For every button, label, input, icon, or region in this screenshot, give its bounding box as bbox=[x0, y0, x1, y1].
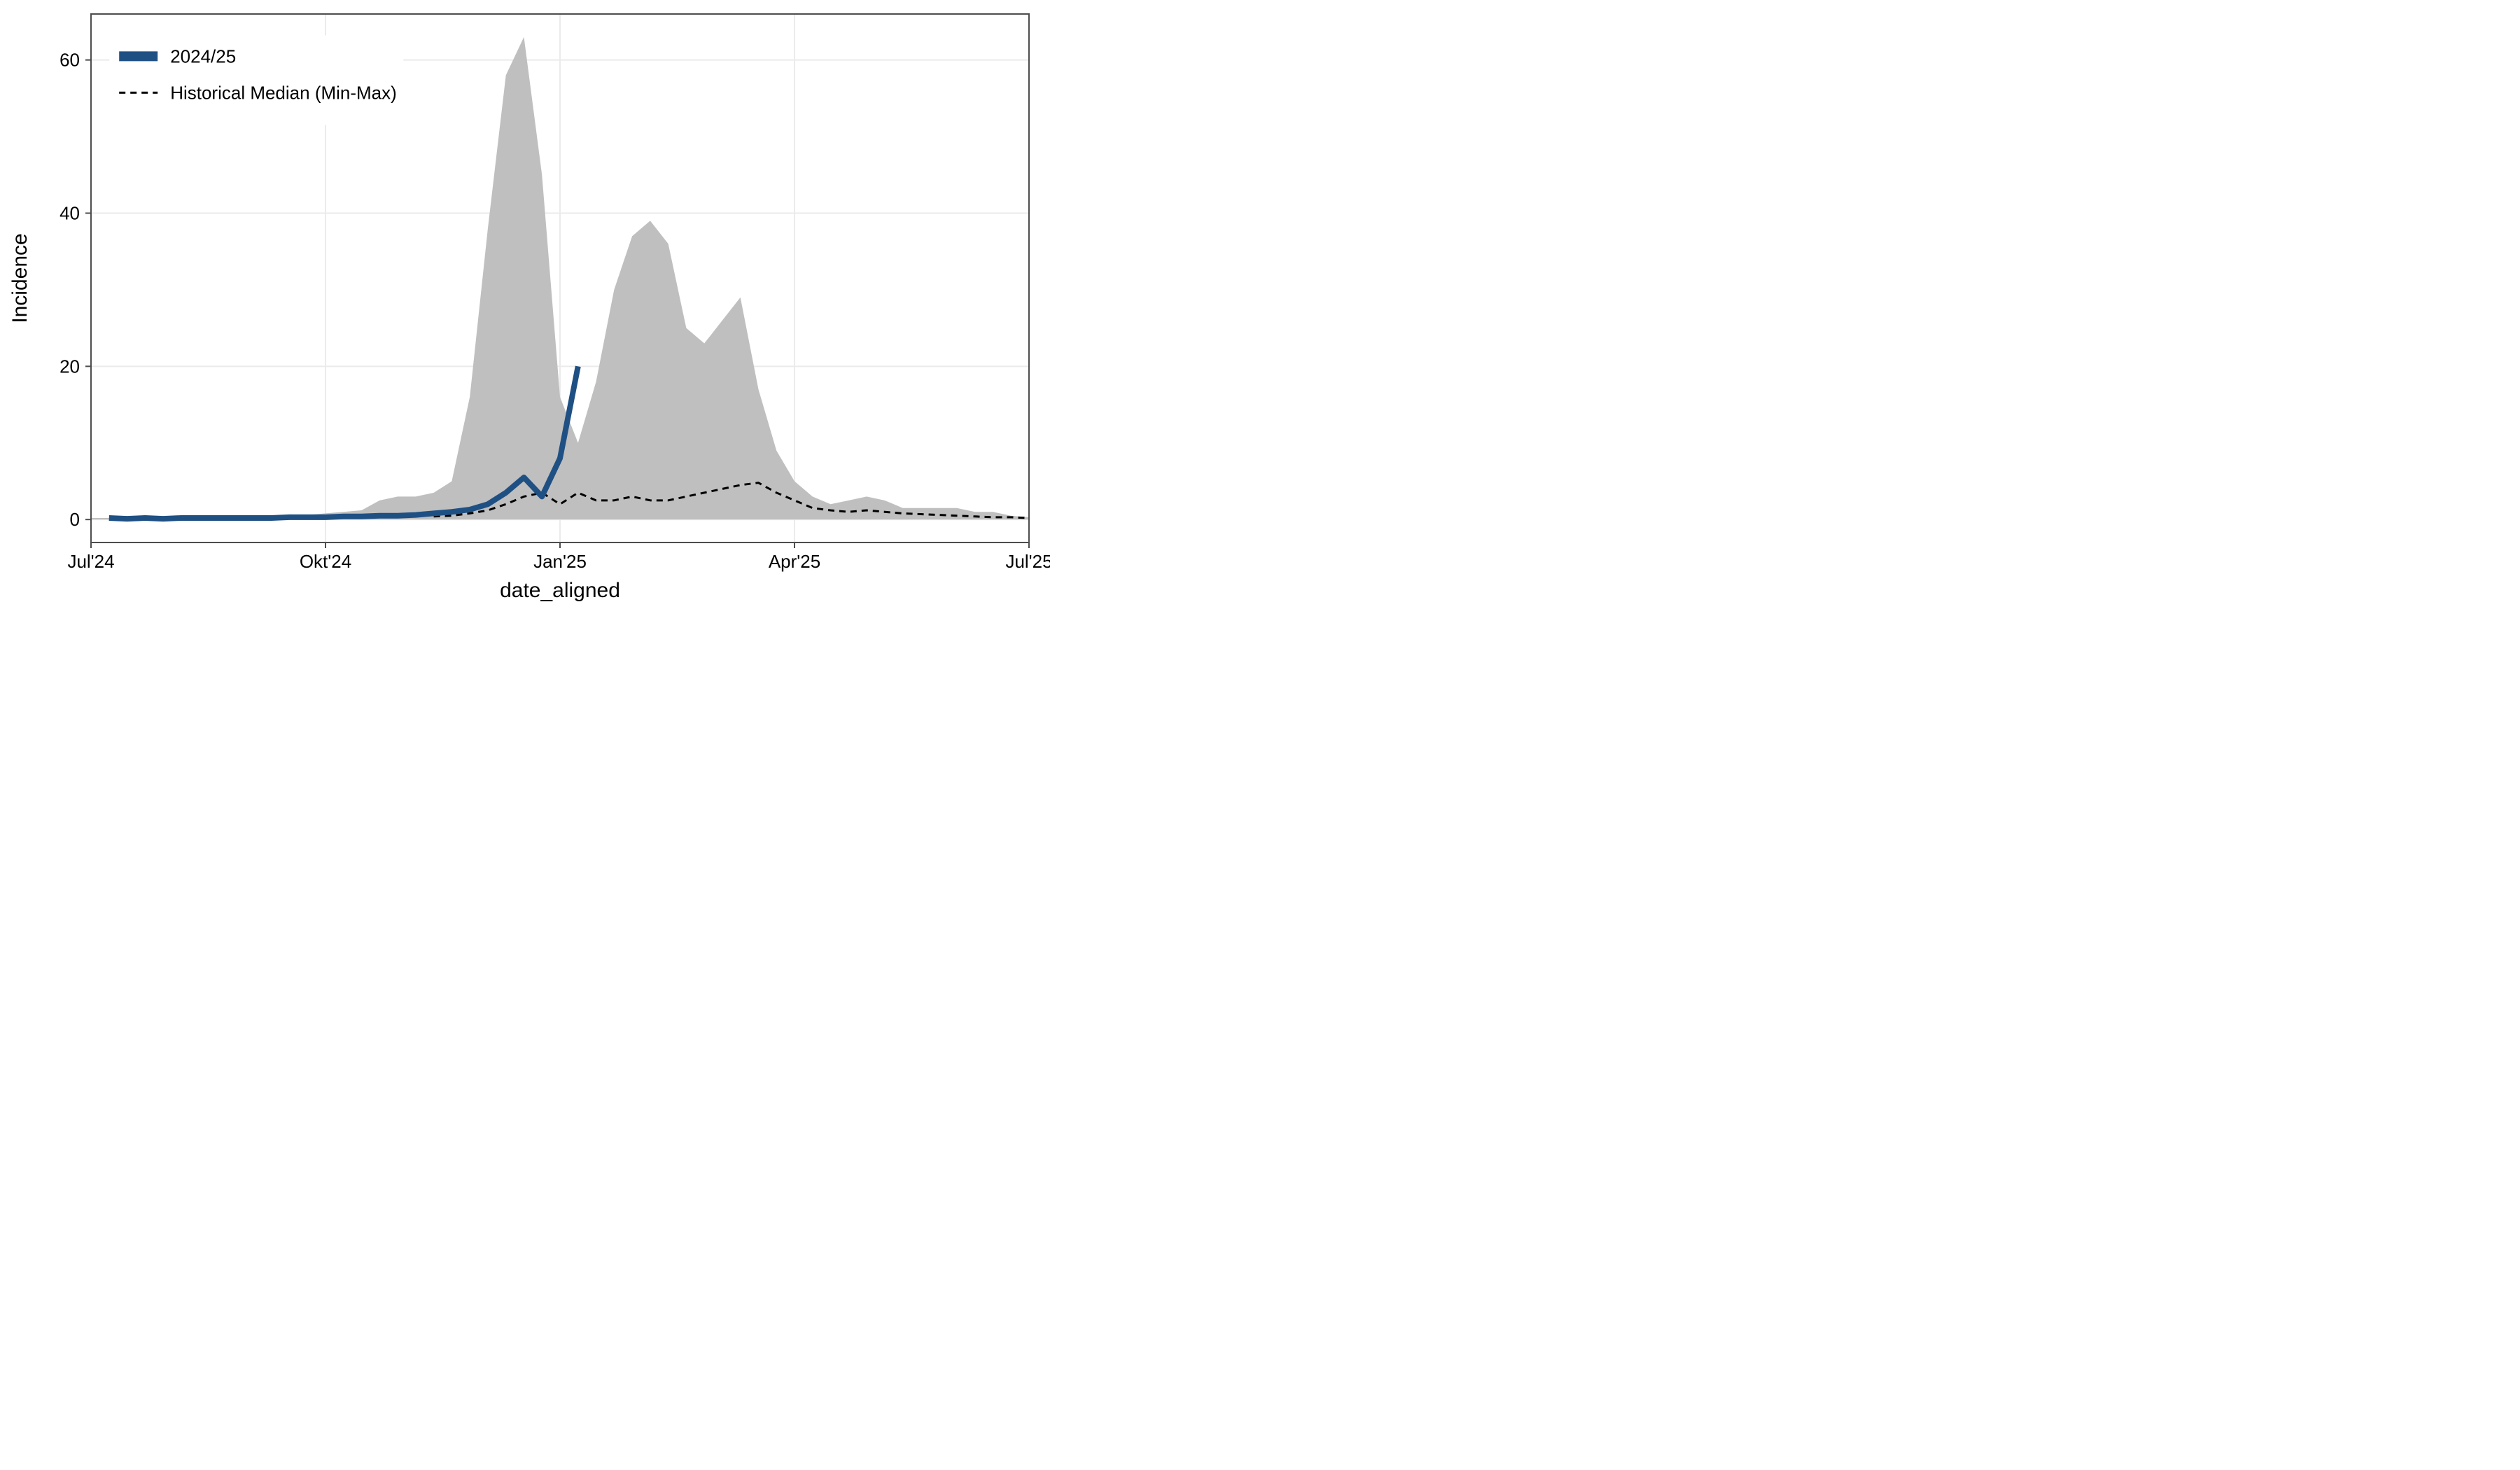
y-tick-label: 40 bbox=[59, 202, 80, 223]
x-axis-label: date_aligned bbox=[500, 579, 620, 602]
legend: 2024/25 Historical Median (Min-Max) bbox=[109, 35, 403, 125]
chart-canvas: Jul'24 Okt'24 Jan'25 Apr'25 Jul'25 0 20 40 60 dat… bbox=[0, 0, 1050, 612]
y-axis-label: Incidence bbox=[8, 233, 31, 323]
legend-label-current: 2024/25 bbox=[170, 46, 236, 66]
y-tick-label: 60 bbox=[59, 50, 80, 71]
x-tick-label: Okt'24 bbox=[300, 551, 351, 572]
incidence-chart: Jul'24 Okt'24 Jan'25 Apr'25 Jul'25 0 20 40 60 dat… bbox=[0, 0, 1050, 612]
legend-label-historical: Historical Median (Min-Max) bbox=[170, 82, 397, 103]
x-tick-label: Jul'25 bbox=[1005, 551, 1050, 572]
x-tick-label: Jan'25 bbox=[533, 551, 587, 572]
legend-background bbox=[109, 35, 403, 125]
x-tick-label: Apr'25 bbox=[769, 551, 820, 572]
y-tick-label: 20 bbox=[59, 356, 80, 377]
y-tick-label: 0 bbox=[70, 509, 80, 530]
x-tick-label: Jul'24 bbox=[67, 551, 114, 572]
